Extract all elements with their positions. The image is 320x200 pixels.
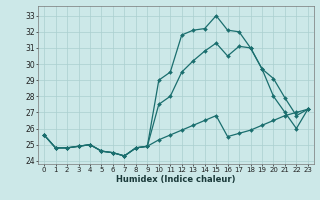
X-axis label: Humidex (Indice chaleur): Humidex (Indice chaleur) xyxy=(116,175,236,184)
